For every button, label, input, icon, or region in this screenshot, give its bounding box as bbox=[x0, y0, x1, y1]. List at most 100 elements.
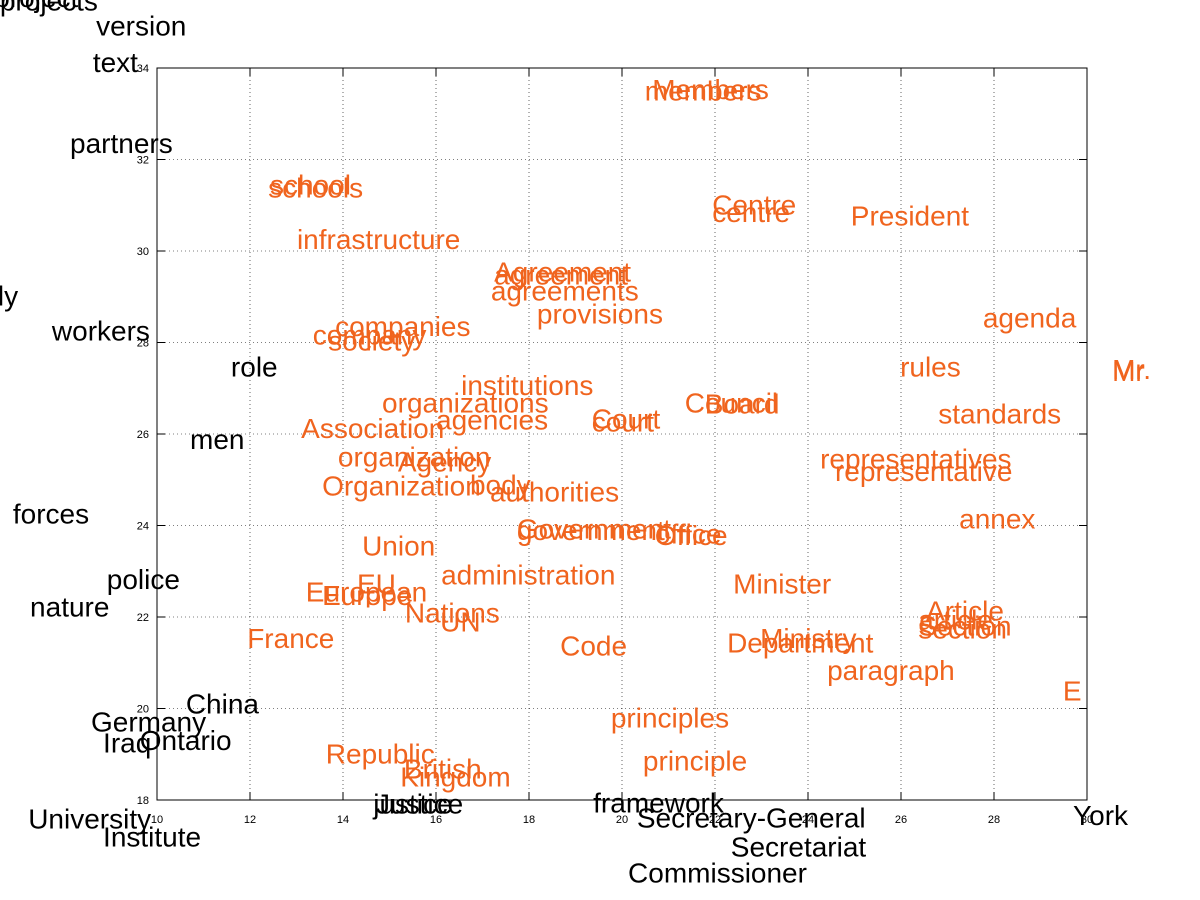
word-point: organization bbox=[338, 442, 491, 473]
word-point: British bbox=[404, 754, 482, 785]
word-point: Agency bbox=[398, 447, 491, 478]
word-point: agenda bbox=[983, 302, 1077, 333]
word-point: Union bbox=[362, 530, 435, 561]
x-tick-label: 22 bbox=[709, 814, 721, 826]
x-tick-label: 28 bbox=[988, 814, 1000, 826]
x-tick-label: 30 bbox=[1081, 814, 1093, 826]
word-point: EU bbox=[357, 568, 396, 599]
x-tick-label: 20 bbox=[616, 814, 628, 826]
word-point: representative bbox=[835, 456, 1012, 487]
y-tick-label: 28 bbox=[137, 338, 149, 350]
word-point: projects bbox=[0, 0, 98, 16]
word-point: Council bbox=[685, 388, 778, 419]
word-point: version bbox=[96, 11, 186, 42]
word-point: framework bbox=[593, 787, 725, 818]
x-tick-label: 24 bbox=[802, 814, 814, 826]
word-point: Office bbox=[655, 520, 728, 551]
word-point: annex bbox=[959, 503, 1035, 534]
word-point: Article bbox=[926, 595, 1004, 626]
word-point: Secretary-General bbox=[637, 803, 866, 834]
word-point: court bbox=[592, 406, 654, 437]
word-point: Code bbox=[560, 631, 627, 662]
word-point: companies bbox=[335, 311, 470, 342]
word-point: Mr bbox=[1112, 356, 1145, 387]
word-point: body bbox=[470, 469, 531, 500]
word-point: Europe bbox=[322, 580, 412, 611]
word-point: Kingdom bbox=[400, 761, 511, 792]
word-point: partners bbox=[70, 128, 173, 159]
word-point: representatives bbox=[820, 443, 1011, 474]
word-point: justice bbox=[372, 788, 452, 819]
word-point: Mr. bbox=[1112, 354, 1151, 385]
word-point: Commissioner bbox=[628, 857, 807, 888]
word-point: society bbox=[328, 325, 415, 356]
word-point: China bbox=[186, 689, 260, 720]
word-point: workers bbox=[51, 315, 150, 346]
word-point: European bbox=[306, 577, 427, 608]
word-point: section bbox=[918, 614, 1007, 645]
word-point: infrastructure bbox=[297, 224, 460, 255]
y-tick-label: 22 bbox=[137, 612, 149, 624]
word-point: principles bbox=[611, 702, 729, 733]
x-tick-label: 18 bbox=[523, 814, 535, 826]
word-point: Ministry bbox=[760, 623, 856, 654]
word-point: nature bbox=[30, 592, 109, 623]
word-point: organizations bbox=[382, 388, 549, 419]
word-point: text bbox=[93, 47, 138, 78]
word-point: project bbox=[0, 0, 79, 13]
word-point: Members bbox=[652, 74, 769, 105]
word-point: University bbox=[28, 803, 151, 834]
x-tick-label: 12 bbox=[244, 814, 256, 826]
word-point: E bbox=[1063, 675, 1082, 706]
word-point: Germany bbox=[91, 706, 206, 737]
word-point: government bbox=[517, 515, 665, 546]
word-point: schools bbox=[268, 173, 363, 204]
word-point: provisions bbox=[537, 298, 663, 329]
word-point: France bbox=[247, 623, 334, 654]
word-point: Republic bbox=[326, 738, 435, 769]
word-point: UN bbox=[440, 606, 480, 637]
word-point: family bbox=[0, 281, 18, 312]
x-tick-label: 16 bbox=[430, 814, 442, 826]
word-point: Department bbox=[727, 627, 874, 658]
word-point: Government bbox=[517, 513, 671, 544]
word-point: Iraq bbox=[103, 727, 151, 758]
word-point: forces bbox=[13, 498, 89, 529]
word-point: Secretariat bbox=[731, 831, 867, 862]
word-point: Minister bbox=[733, 568, 831, 599]
word-point: principle bbox=[643, 745, 747, 776]
word-point: agreement bbox=[494, 259, 628, 290]
word-point: Centre bbox=[712, 189, 796, 220]
x-tick-label: 26 bbox=[895, 814, 907, 826]
word-point: authorities bbox=[490, 476, 619, 507]
x-tick-label: 14 bbox=[337, 814, 349, 826]
word-point: York bbox=[1073, 800, 1129, 831]
word-point: Organization bbox=[322, 470, 481, 501]
y-tick-label: 34 bbox=[137, 63, 149, 75]
word-point: police bbox=[107, 564, 180, 595]
word-point: administration bbox=[441, 560, 615, 591]
word-point: rules bbox=[900, 351, 961, 382]
y-tick-label: 30 bbox=[137, 246, 149, 258]
word-point: agencies bbox=[436, 404, 548, 435]
word-point: Association bbox=[301, 413, 444, 444]
word-point: standards bbox=[938, 399, 1061, 430]
y-tick-label: 20 bbox=[137, 704, 149, 716]
word-point: Court bbox=[592, 404, 661, 435]
word-point: paragraph bbox=[827, 655, 955, 686]
word-point: centre bbox=[712, 197, 790, 228]
word-point: Nations bbox=[405, 598, 500, 629]
word-point: members bbox=[645, 76, 762, 107]
y-tick-label: 32 bbox=[137, 155, 149, 167]
word-point: Section bbox=[918, 610, 1011, 641]
word-point: men bbox=[190, 424, 244, 455]
y-tick-label: 26 bbox=[137, 429, 149, 441]
word-point: office bbox=[655, 518, 721, 549]
word-point: Board bbox=[705, 388, 780, 419]
word-point: institutions bbox=[461, 370, 593, 401]
axes-frame bbox=[156, 67, 1088, 801]
y-tick-label: 18 bbox=[137, 795, 149, 807]
word-point: President bbox=[851, 200, 970, 231]
y-tick-label: 24 bbox=[137, 521, 149, 533]
